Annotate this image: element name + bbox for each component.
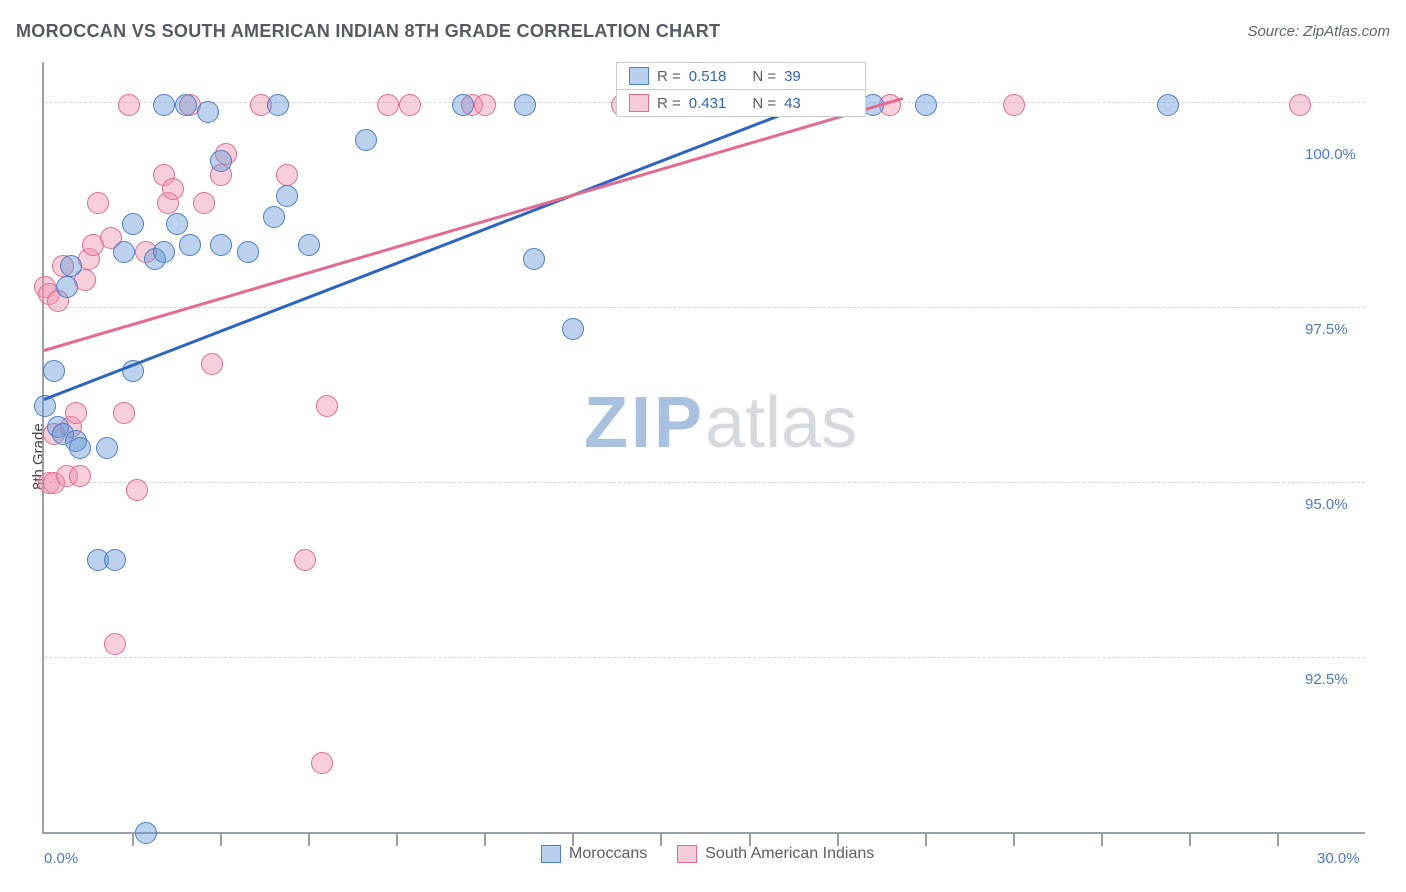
- legend-stats-row: R = 0.518 N = 39: [617, 63, 865, 89]
- legend-stats-row: R = 0.431 N = 43: [617, 89, 865, 116]
- x-tick: [396, 832, 398, 846]
- y-tick-label: 95.0%: [1305, 496, 1348, 513]
- scatter-plot: ZIPatlas: [42, 62, 1365, 834]
- data-point: [113, 402, 135, 424]
- x-tick: [132, 832, 134, 846]
- data-point: [294, 549, 316, 571]
- legend-swatch: [541, 845, 561, 863]
- x-tick: [660, 832, 662, 846]
- data-point: [201, 353, 223, 375]
- data-point: [237, 241, 259, 263]
- data-point: [69, 465, 91, 487]
- legend-R-value: 0.518: [689, 68, 727, 85]
- data-point: [915, 94, 937, 116]
- data-point: [122, 213, 144, 235]
- data-point: [523, 248, 545, 270]
- legend-R-value: 0.431: [689, 95, 727, 112]
- data-point: [166, 213, 188, 235]
- legend-R-label: R =: [657, 95, 681, 112]
- legend-series-label: South American Indians: [705, 845, 874, 863]
- x-tick-label: 30.0%: [1317, 850, 1360, 867]
- legend-swatch: [629, 94, 649, 112]
- data-point: [1289, 94, 1311, 116]
- legend-series-item[interactable]: Moroccans: [541, 845, 647, 863]
- data-point: [316, 395, 338, 417]
- x-tick-label: 0.0%: [44, 850, 78, 867]
- data-point: [1003, 94, 1025, 116]
- x-tick: [1013, 832, 1015, 846]
- data-point: [193, 192, 215, 214]
- watermark: ZIPatlas: [584, 382, 857, 464]
- gridline: [44, 657, 1365, 658]
- chart-title: MOROCCAN VS SOUTH AMERICAN INDIAN 8TH GR…: [16, 21, 720, 41]
- data-point: [43, 360, 65, 382]
- data-point: [96, 437, 118, 459]
- legend-series-item[interactable]: South American Indians: [677, 845, 874, 863]
- x-tick: [925, 832, 927, 846]
- data-point: [276, 185, 298, 207]
- data-point: [179, 234, 201, 256]
- x-tick: [308, 832, 310, 846]
- data-point: [267, 94, 289, 116]
- data-point: [474, 94, 496, 116]
- gridline: [44, 482, 1365, 483]
- x-tick: [1277, 832, 1279, 846]
- data-point: [210, 234, 232, 256]
- legend-series: Moroccans South American Indians: [541, 845, 874, 863]
- data-point: [562, 318, 584, 340]
- x-tick: [1101, 832, 1103, 846]
- data-point: [263, 206, 285, 228]
- data-point: [210, 150, 232, 172]
- legend-swatch: [629, 67, 649, 85]
- data-point: [153, 241, 175, 263]
- data-point: [113, 241, 135, 263]
- x-tick: [572, 832, 574, 846]
- data-point: [514, 94, 536, 116]
- data-point: [104, 633, 126, 655]
- data-point: [298, 234, 320, 256]
- chart-header: MOROCCAN VS SOUTH AMERICAN INDIAN 8TH GR…: [16, 21, 1390, 45]
- data-point: [162, 178, 184, 200]
- y-tick-label: 100.0%: [1305, 146, 1356, 163]
- data-point: [175, 94, 197, 116]
- x-tick: [749, 832, 751, 846]
- data-point: [1157, 94, 1179, 116]
- data-point: [118, 94, 140, 116]
- watermark-atlas: atlas: [705, 383, 857, 463]
- data-point: [311, 752, 333, 774]
- legend-series-label: Moroccans: [569, 845, 647, 863]
- y-tick-label: 97.5%: [1305, 321, 1348, 338]
- x-tick: [484, 832, 486, 846]
- legend-N-value: 39: [784, 68, 801, 85]
- data-point: [197, 101, 219, 123]
- watermark-zip: ZIP: [584, 383, 705, 463]
- legend-swatch: [677, 845, 697, 863]
- legend-N-value: 43: [784, 95, 801, 112]
- legend-stats: R = 0.518 N = 39 R = 0.431 N = 43: [616, 62, 866, 117]
- data-point: [153, 94, 175, 116]
- x-tick: [220, 832, 222, 846]
- y-tick-label: 92.5%: [1305, 671, 1348, 688]
- source-link[interactable]: Source: ZipAtlas.com: [1247, 23, 1390, 40]
- data-point: [56, 276, 78, 298]
- data-point: [65, 402, 87, 424]
- data-point: [377, 94, 399, 116]
- data-point: [69, 437, 91, 459]
- x-tick: [837, 832, 839, 846]
- data-point: [126, 479, 148, 501]
- data-point: [399, 94, 421, 116]
- gridline: [44, 307, 1365, 308]
- data-point: [276, 164, 298, 186]
- data-point: [355, 129, 377, 151]
- data-point: [135, 822, 157, 844]
- data-point: [87, 192, 109, 214]
- data-point: [104, 549, 126, 571]
- legend-N-label: N =: [752, 95, 776, 112]
- x-tick: [1189, 832, 1191, 846]
- legend-N-label: N =: [752, 68, 776, 85]
- legend-R-label: R =: [657, 68, 681, 85]
